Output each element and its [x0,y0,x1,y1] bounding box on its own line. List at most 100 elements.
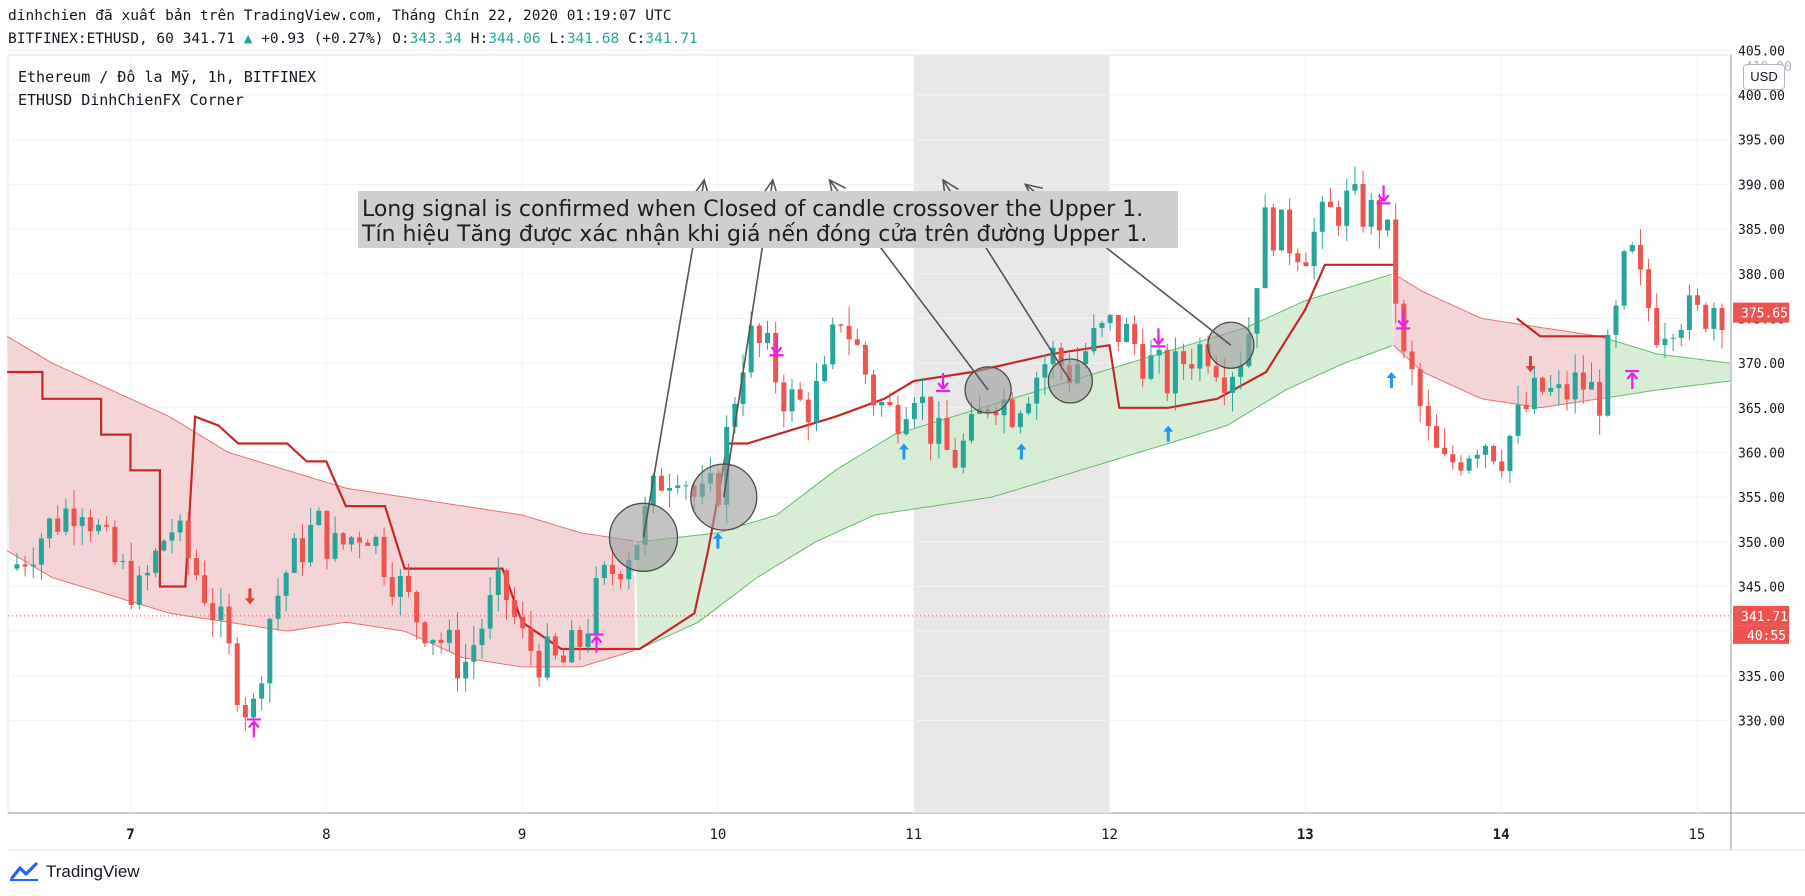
candle-body [1295,253,1301,263]
sell-arrow-icon [244,588,255,605]
candle-body [1711,307,1717,329]
candle-body [14,564,20,569]
brand-name: TradingView [46,862,140,881]
candle-body [381,536,387,578]
candle-body [1433,426,1439,448]
currency-button[interactable]: USD [1743,64,1785,90]
candle-body [952,449,958,468]
candle-body [1588,381,1594,390]
candle-body [153,550,159,573]
candle-body [47,518,53,539]
candle-body [569,630,575,663]
price-tick-label: 400.00 [1738,89,1785,104]
candle-body [1205,344,1211,367]
candle-body [1678,329,1684,338]
candle-body [585,633,591,647]
lower-band-line-2 [1393,344,1609,408]
candle-body [1637,244,1643,270]
candle-body [1466,458,1472,471]
price-tick-label: 360.00 [1738,446,1785,461]
candle-body [1213,366,1219,378]
candle-body [577,630,583,647]
price-label-last: 341.71 40:55 [1733,605,1789,644]
close-value: 341.71 [645,31,698,47]
candle-body [1393,219,1399,304]
candle-body [920,396,926,403]
candle-body [1107,315,1113,324]
candle-body [1278,209,1284,251]
candle-body [1099,323,1105,328]
candle-body [1703,304,1709,329]
close-label: C: [627,31,646,47]
candle-body [308,524,314,563]
candle-body [438,639,444,643]
price-tick-label: 335.00 [1738,670,1785,685]
candle-body [283,572,289,596]
candle-body [1662,338,1668,346]
candle-body [838,324,844,326]
candle-body [1564,384,1570,400]
candle-body [854,339,860,345]
price-tick-label: 405.00 [1738,44,1785,59]
short-signal-icon [1376,185,1391,205]
candle-body [1507,435,1513,472]
candle-body [414,591,420,623]
candle-body [1303,262,1309,267]
time-tick-label: 7 [126,827,134,843]
candle-body [528,628,534,651]
time-tick-label: 11 [905,827,922,843]
candle-body [340,533,346,545]
candle-body [332,533,338,559]
annotation-line-1: Long signal is confirmed when Closed of … [362,197,1143,222]
candle-body [887,401,893,405]
candle-body [968,413,974,441]
candle-body [1531,377,1537,410]
candle-body [1474,454,1480,459]
candle-body [1026,403,1032,414]
candle-body [87,517,93,532]
candle-body [120,560,126,563]
branding[interactable]: TradingView [10,862,140,882]
candle-body [813,381,819,423]
bear-zone [7,336,636,667]
price-label-marker: 375.65 [1733,302,1789,323]
candle-body [1254,288,1260,334]
candle-body [406,575,412,592]
candle-body [512,600,518,617]
candle-body [1319,201,1325,232]
price-tick-label: 380.00 [1738,268,1785,283]
candle-body [740,372,746,404]
candle-body [1262,207,1268,289]
candle-body [903,419,909,435]
candle-body [430,639,436,644]
long-signal-icon [1625,369,1640,389]
long-signal-icon [589,633,604,653]
candle-body [1115,315,1121,343]
candle-body [789,389,795,412]
time-tick-label: 12 [1101,827,1118,843]
candle-body [1123,324,1129,343]
bear-zone-2 [1393,273,1609,408]
candle-body [1499,461,1505,472]
candle-body [1654,307,1660,346]
buy-arrow-icon [1163,425,1174,442]
candle-body [1238,366,1244,377]
short-signal-icon [769,337,784,357]
candle-body [1148,355,1154,379]
high-value: 344.06 [488,31,541,47]
candle-body [316,510,322,525]
candle-body [55,518,61,532]
short-signal-icon [1151,328,1166,348]
candle-body [797,389,803,400]
candle-body [1629,244,1635,252]
candle-body [242,705,248,718]
candle-body [1164,349,1170,394]
time-tick-label: 10 [709,827,726,843]
candle-body [226,606,232,644]
candle-body [846,325,852,340]
candle-body [210,603,216,621]
candle-body [1287,209,1293,254]
candle-body [348,537,354,545]
candle-body [773,332,779,383]
